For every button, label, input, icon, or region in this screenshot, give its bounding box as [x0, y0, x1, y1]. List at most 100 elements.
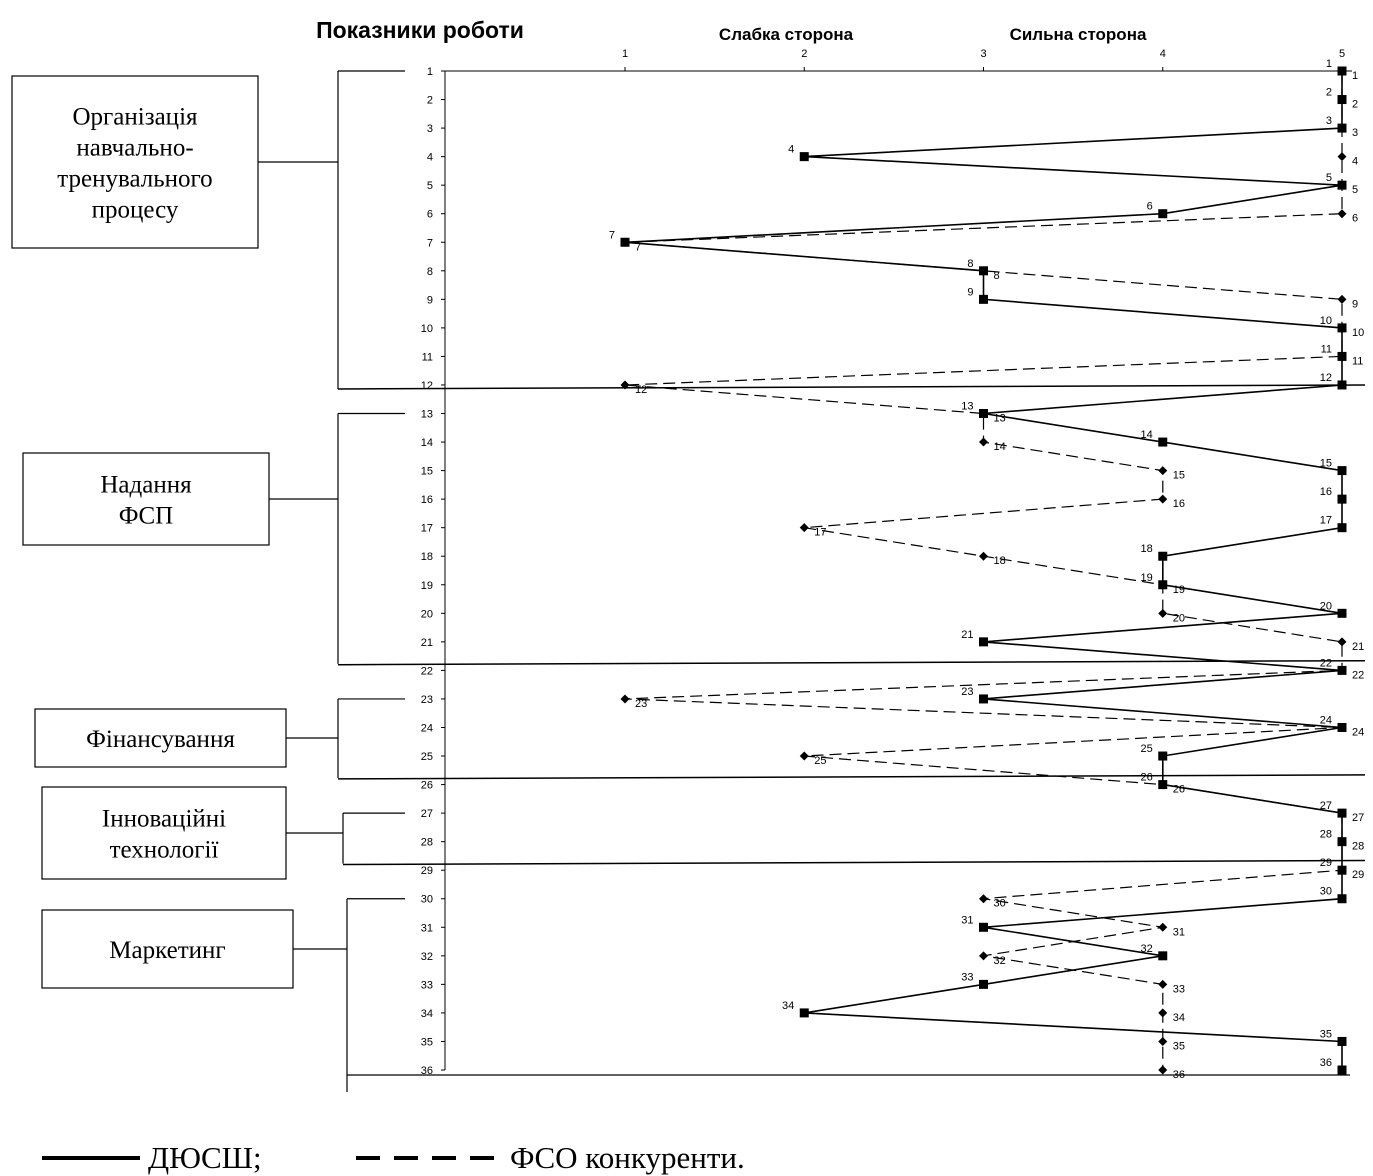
- marker-fso: [1158, 1036, 1168, 1046]
- marker-dyussh: [979, 694, 988, 704]
- marker-dyussh: [1337, 380, 1347, 390]
- y-tick-label: 23: [421, 694, 433, 706]
- label-dyussh: 6: [1147, 201, 1153, 213]
- series-lines: [624, 71, 1343, 1070]
- label-dyussh: 8: [967, 258, 973, 270]
- marker-fso: [1158, 1008, 1168, 1018]
- y-tick-label: 9: [427, 294, 433, 306]
- group-box: [34, 708, 287, 768]
- group-box: [11, 75, 259, 249]
- marker-dyussh: [1158, 751, 1168, 761]
- label-dyussh: 26: [1141, 772, 1153, 784]
- label-dyussh: 4: [788, 144, 794, 156]
- y-tick-label: 3: [427, 123, 433, 135]
- group-label: тренувального: [57, 166, 212, 193]
- series-markers: [620, 66, 1347, 1075]
- legend-label-dyussh: ДЮСШ;: [148, 1140, 262, 1175]
- x-tick-label: 2: [801, 48, 807, 60]
- label-dyussh: 34: [782, 1000, 794, 1012]
- marker-fso: [1158, 580, 1168, 590]
- y-tick-label: 16: [421, 494, 433, 506]
- group-label: технології: [110, 837, 219, 864]
- label-fso: 17: [814, 527, 826, 539]
- label-dyussh: 16: [1320, 486, 1332, 498]
- y-tick-label: 31: [421, 922, 433, 934]
- group-separator: [337, 774, 1366, 780]
- marker-fso: [1337, 665, 1347, 675]
- marker-fso: [620, 380, 630, 390]
- y-tick-label: 35: [421, 1036, 433, 1048]
- label-fso: 23: [635, 698, 647, 710]
- label-fso: 31: [1173, 926, 1185, 938]
- label-fso: 20: [1173, 612, 1185, 624]
- y-tick-label: 25: [421, 751, 433, 763]
- label-dyussh: 17: [1320, 515, 1332, 527]
- marker-fso: [1158, 466, 1168, 476]
- label-fso: 36: [1173, 1069, 1185, 1081]
- weak-side-header: Слабка сторона: [719, 25, 854, 44]
- y-tick-label: 10: [421, 323, 433, 335]
- group-separator: [342, 859, 1366, 866]
- legend: ДЮСШ; ФСО конкуренти.: [42, 1140, 745, 1175]
- label-fso: 30: [994, 898, 1006, 910]
- group-label: Надання: [100, 472, 192, 499]
- marker-dyussh: [1337, 608, 1347, 618]
- marker-fso: [1337, 294, 1347, 304]
- group-box: [41, 786, 287, 880]
- y-tick-label: 28: [421, 837, 433, 849]
- label-fso: 29: [1352, 869, 1364, 881]
- marker-dyussh: [1337, 894, 1347, 904]
- marker-dyussh: [1337, 1036, 1347, 1046]
- label-fso: 24: [1352, 726, 1364, 738]
- y-tick-label: 14: [421, 437, 433, 449]
- marker-fso: [1158, 1065, 1168, 1075]
- group-separator: [337, 384, 1366, 390]
- y-tick-label: 1: [427, 66, 433, 78]
- label-fso: 5: [1352, 184, 1358, 196]
- marker-fso: [1337, 323, 1347, 333]
- x-tick-label: 3: [980, 48, 986, 60]
- marker-fso: [620, 694, 630, 704]
- label-fso: 13: [994, 413, 1006, 425]
- marker-dyussh: [799, 1008, 809, 1018]
- legend-label-fso: ФСО конкуренти.: [510, 1140, 745, 1175]
- marker-fso: [1337, 152, 1347, 162]
- label-fso: 12: [635, 384, 647, 396]
- group-label: Інноваційні: [102, 806, 226, 833]
- label-dyussh: 20: [1320, 600, 1332, 612]
- chart-title: Показники роботи: [316, 17, 524, 43]
- label-fso: 27: [1352, 812, 1364, 824]
- label-fso: 33: [1173, 983, 1185, 995]
- group-box: [22, 452, 270, 546]
- label-dyussh: 7: [609, 229, 615, 241]
- marker-dyussh: [979, 922, 988, 932]
- marker-dyussh: [1158, 951, 1168, 961]
- label-fso: 34: [1173, 1012, 1185, 1024]
- label-dyussh: 33: [961, 971, 973, 983]
- marker-fso: [979, 551, 988, 561]
- x-tick-label: 1: [622, 48, 628, 60]
- label-fso: 35: [1173, 1040, 1185, 1052]
- marker-fso: [979, 409, 988, 419]
- marker-fso: [1337, 865, 1347, 875]
- label-fso: 6: [1352, 213, 1358, 225]
- label-fso: 18: [994, 555, 1006, 567]
- marker-dyussh: [979, 294, 988, 304]
- marker-fso: [799, 523, 809, 533]
- group-label: Маркетинг: [109, 937, 225, 964]
- group-separator: [337, 659, 1366, 666]
- label-dyussh: 2: [1326, 87, 1332, 99]
- x-tick-label: 4: [1160, 48, 1166, 60]
- marker-fso: [1337, 180, 1347, 190]
- marker-fso: [1337, 837, 1347, 847]
- axes: 1 2 3 4 512345678910111213141516171819202122…: [421, 48, 1352, 1077]
- label-fso: 22: [1352, 669, 1364, 681]
- label-fso: 15: [1173, 470, 1185, 482]
- label-fso: 19: [1173, 584, 1185, 596]
- label-fso: 11: [1352, 355, 1363, 367]
- point-labels: 1234567891011121314151617181920212223242…: [609, 58, 1364, 1081]
- y-tick-label: 33: [421, 979, 433, 991]
- marker-dyussh: [1337, 523, 1347, 533]
- x-tick-label: 5: [1339, 48, 1345, 60]
